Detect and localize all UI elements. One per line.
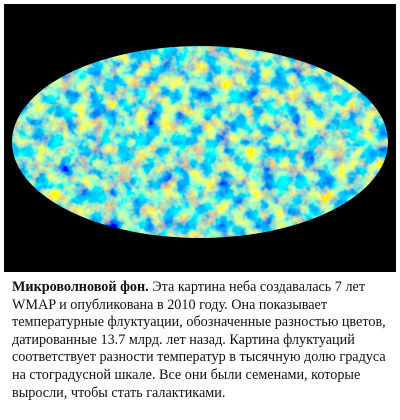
- caption: Микроволновой фон. Эта картина неба созд…: [12, 279, 390, 402]
- caption-title: Микроволновой фон.: [12, 279, 149, 295]
- sky-map: [12, 46, 388, 238]
- cmb-image: [4, 4, 396, 272]
- caption-text: Эта картина неба создавалась 7 лет WMAP …: [12, 279, 386, 401]
